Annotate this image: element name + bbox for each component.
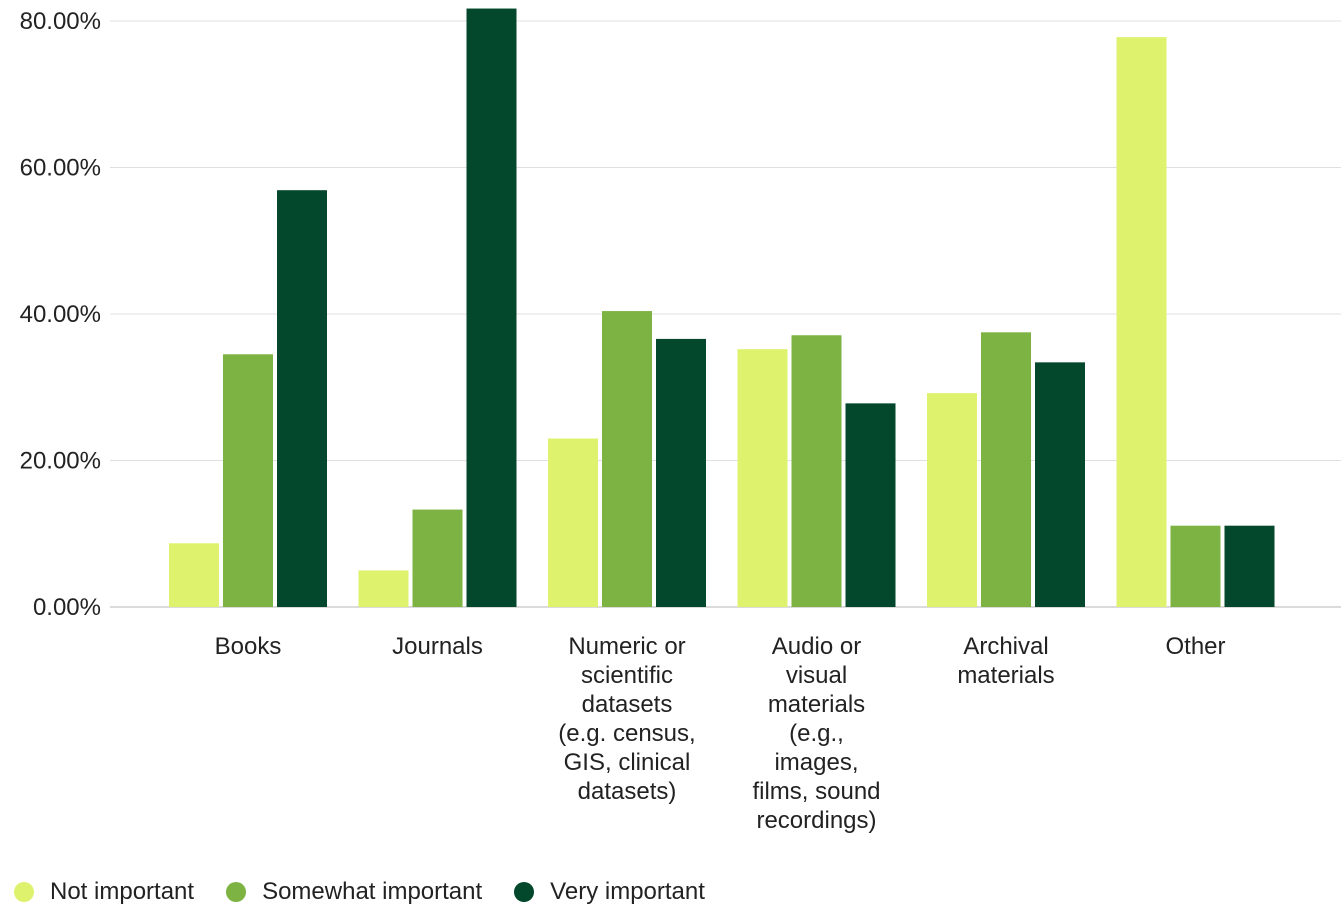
bar	[358, 570, 409, 607]
x-tick-label: Audio or visual materials (e.g., images, film…	[752, 633, 880, 834]
y-tick-label: 20.00%	[20, 448, 101, 475]
bar	[1035, 362, 1085, 607]
x-axis-category-labels: Books Journals Numeric or scientific dataset…	[215, 633, 1226, 834]
bar	[223, 354, 273, 607]
x-tick-label: Archival materials	[957, 633, 1054, 689]
legend-item: Not important	[14, 878, 194, 906]
bar	[169, 543, 219, 607]
legend-item: Somewhat important	[226, 878, 482, 906]
bar	[927, 393, 977, 607]
y-tick-label: 40.00%	[20, 301, 101, 328]
bar	[466, 8, 517, 608]
bar-chart: 0.00% 20.00% 40.00% 60.00% 80.00% Books Journ…	[20, 8, 1341, 834]
x-tick-label: Other	[1165, 633, 1225, 660]
bar	[737, 349, 788, 607]
legend-swatch	[14, 882, 34, 902]
legend-swatch	[226, 882, 247, 902]
bar	[602, 311, 652, 607]
legend: Not important Somewhat important Very impo…	[14, 878, 737, 906]
x-tick-label: Books	[215, 633, 282, 660]
legend-label: Very important	[550, 878, 705, 905]
bar	[412, 509, 463, 607]
bar	[1224, 525, 1275, 607]
bar	[1116, 37, 1167, 608]
bar	[1170, 525, 1221, 607]
y-tick-label: 80.00%	[20, 8, 101, 35]
y-axis-tick-labels: 0.00% 20.00% 40.00% 60.00% 80.00%	[20, 8, 101, 621]
bar	[791, 335, 842, 607]
y-tick-label: 0.00%	[33, 594, 101, 621]
bars	[169, 8, 1275, 608]
x-tick-label: Journals	[392, 633, 483, 660]
bar	[277, 190, 327, 607]
bar	[845, 403, 896, 607]
y-tick-label: 60.00%	[20, 155, 101, 182]
legend-item: Very important	[514, 878, 705, 906]
x-tick-label: Numeric or scientific datasets (e.g. census…	[558, 633, 695, 805]
legend-label: Somewhat important	[262, 878, 483, 905]
legend-swatch	[514, 882, 535, 902]
bar	[548, 438, 598, 607]
bar	[981, 332, 1031, 607]
bar	[656, 338, 706, 607]
legend-label: Not important	[50, 878, 195, 905]
